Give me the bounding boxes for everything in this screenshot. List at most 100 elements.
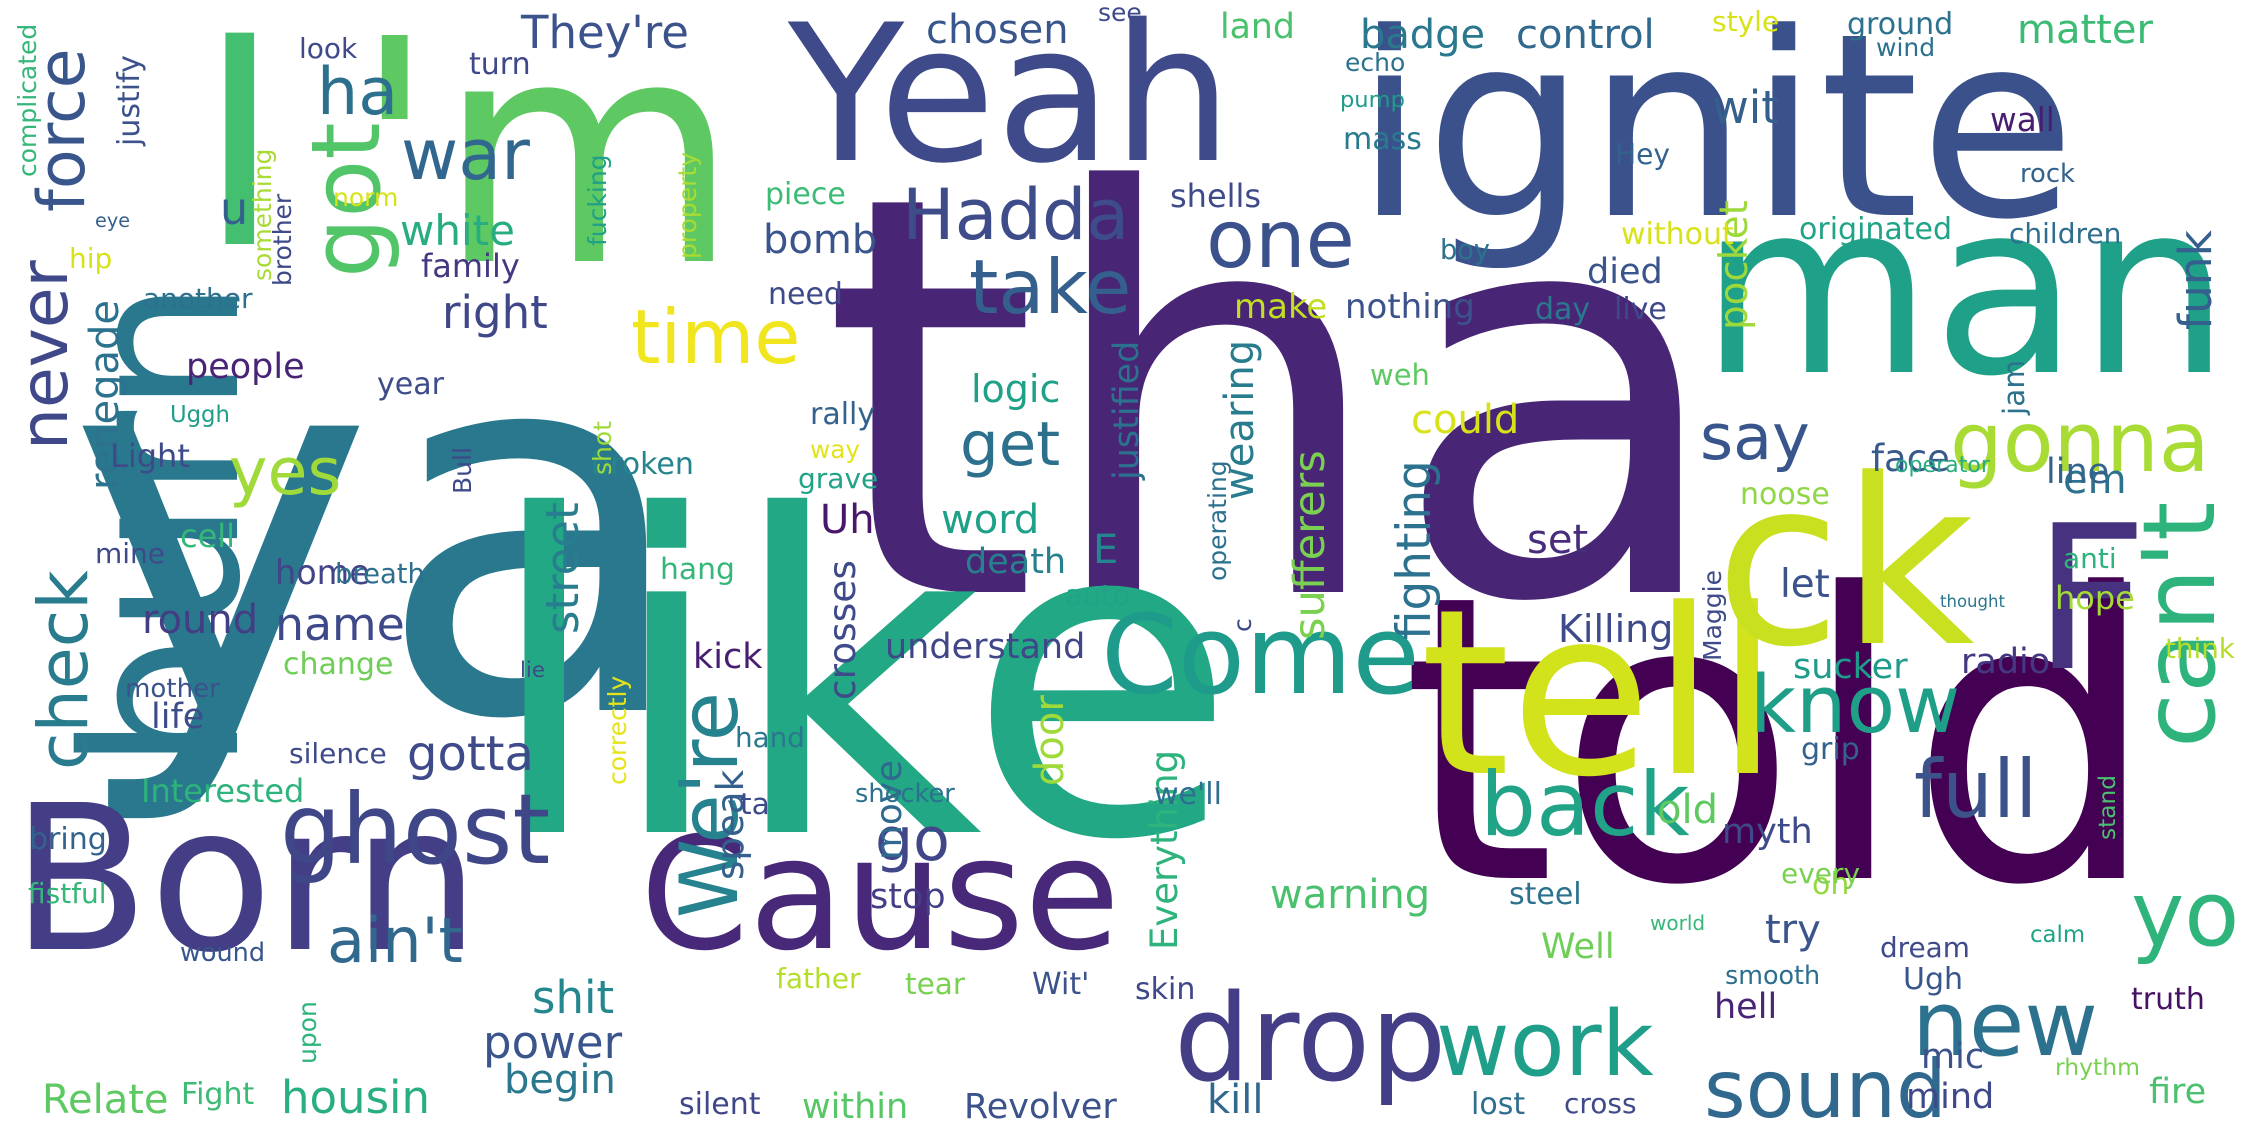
word-go: go bbox=[875, 805, 950, 875]
word-breath: breath bbox=[335, 559, 425, 590]
word-know: know bbox=[1750, 658, 1961, 751]
word-hand: hand bbox=[735, 721, 805, 754]
word-wind: wind bbox=[1876, 33, 1936, 62]
word-power: power bbox=[483, 1016, 623, 1069]
word-kick: kick bbox=[693, 637, 763, 677]
word-year: year bbox=[377, 367, 444, 402]
word-shot: shot bbox=[588, 421, 617, 475]
word-killing: Killing bbox=[1558, 607, 1674, 651]
word-sucker: sucker bbox=[1793, 647, 1908, 687]
word-told: told bbox=[1401, 512, 2160, 972]
word-justified: justified bbox=[1107, 340, 1147, 480]
word-mother: mother bbox=[125, 674, 220, 704]
word-ground: ground bbox=[1847, 7, 1954, 42]
word-chosen: chosen bbox=[926, 7, 1069, 53]
word-let: let bbox=[1780, 562, 1830, 607]
word-born: Born bbox=[11, 762, 480, 997]
word-jam: jam bbox=[1997, 359, 2031, 415]
word-like: like bbox=[483, 424, 1238, 936]
word-land: land bbox=[1220, 7, 1295, 47]
word-move: move bbox=[869, 759, 910, 860]
word-need: need bbox=[768, 277, 843, 312]
word-day: day bbox=[1535, 292, 1591, 327]
word-grip: grip bbox=[1801, 732, 1860, 767]
word-ugh: Ugh bbox=[1903, 962, 1964, 997]
word-make: make bbox=[1234, 287, 1328, 327]
word-man: man bbox=[1700, 151, 2231, 429]
word-bomb: bomb bbox=[763, 217, 878, 263]
word-tear: tear bbox=[905, 967, 966, 1001]
word-fighting: fighting bbox=[1387, 460, 1442, 640]
word-uggh: Uggh bbox=[170, 402, 230, 428]
word-uh: Uh bbox=[820, 497, 875, 543]
word-cell: cell bbox=[180, 517, 236, 555]
word-silence: silence bbox=[289, 737, 387, 770]
word-mind: mind bbox=[1906, 1077, 1995, 1117]
word-calm: calm bbox=[2030, 922, 2086, 948]
word-ya: ya bbox=[67, 227, 694, 833]
word-mass: mass bbox=[1343, 122, 1422, 157]
word-world: world bbox=[1650, 911, 1706, 935]
word-property: property bbox=[673, 151, 702, 259]
word-relate: Relate bbox=[42, 1077, 169, 1123]
word-fistful: fistful bbox=[28, 877, 107, 910]
word-rock: rock bbox=[2020, 159, 2075, 189]
word-bring: bring bbox=[29, 822, 107, 857]
word-weh: weh bbox=[1370, 358, 1430, 392]
word-come: Come bbox=[1101, 591, 1420, 719]
word-matter: matter bbox=[2017, 7, 2153, 53]
word-name: name bbox=[275, 598, 405, 651]
word-silent: silent bbox=[679, 1087, 761, 1122]
word-echo: echo bbox=[1345, 48, 1406, 77]
word-piece: piece bbox=[765, 177, 846, 212]
word-stop: stop bbox=[870, 877, 946, 917]
word-ck: ck bbox=[1715, 431, 1975, 698]
word-light: Light bbox=[110, 437, 190, 475]
word-understand: understand bbox=[885, 627, 1086, 667]
word-street: street bbox=[536, 502, 589, 634]
word-funk: funk bbox=[2169, 230, 2222, 330]
word-f: F bbox=[2033, 483, 2149, 716]
word-bull: Bull bbox=[448, 447, 477, 494]
word-rhythm: rhythm bbox=[2055, 1053, 2140, 1081]
word-war: war bbox=[401, 114, 530, 196]
word-broken: broken bbox=[591, 447, 694, 482]
word-thought: thought bbox=[1940, 592, 2005, 611]
word-gonna: gonna bbox=[1950, 394, 2210, 491]
word-ha: ha bbox=[317, 55, 399, 130]
word-hang: hang bbox=[660, 552, 735, 587]
word-within: within bbox=[802, 1087, 909, 1127]
word-without: without bbox=[1621, 217, 1734, 252]
word-could: could bbox=[1411, 397, 1520, 443]
word-gotta: gotta bbox=[407, 726, 534, 782]
word-father: father bbox=[776, 962, 861, 995]
word-boy: boy bbox=[1440, 235, 1490, 266]
word-upon: upon bbox=[293, 1001, 322, 1064]
word-wound: wound bbox=[180, 938, 266, 968]
word-hadda: Hadda bbox=[902, 174, 1130, 256]
word-ghost: ghost bbox=[280, 773, 551, 886]
word-tell: tell bbox=[1420, 561, 1780, 828]
word-hell: hell bbox=[1714, 987, 1778, 1027]
word-revolver: Revolver bbox=[964, 1087, 1117, 1127]
word-steel: steel bbox=[1509, 877, 1582, 912]
word-set: set bbox=[1527, 517, 1589, 563]
word-kill: kill bbox=[1207, 1077, 1264, 1123]
word-yo: yo bbox=[2131, 862, 2240, 967]
word-take: take bbox=[969, 243, 1132, 331]
word-m: 'm bbox=[352, 0, 740, 335]
word-we-ll: we'll bbox=[1154, 777, 1222, 812]
word-change: change bbox=[283, 647, 394, 682]
word-lost: lost bbox=[1471, 1087, 1526, 1122]
word-radio: radio bbox=[1961, 642, 2051, 682]
word-round: round bbox=[142, 597, 259, 643]
word-originated: originated bbox=[1799, 212, 1953, 247]
word-eye: eye bbox=[95, 209, 131, 232]
word-white: white bbox=[400, 206, 515, 255]
word-logic: logic bbox=[971, 367, 1061, 411]
word-fight: Fight bbox=[181, 1077, 255, 1112]
word-badge: badge bbox=[1360, 12, 1486, 58]
word-children: children bbox=[2009, 217, 2122, 250]
word-housin: housin bbox=[281, 1071, 431, 1124]
word-right: right bbox=[442, 286, 548, 339]
